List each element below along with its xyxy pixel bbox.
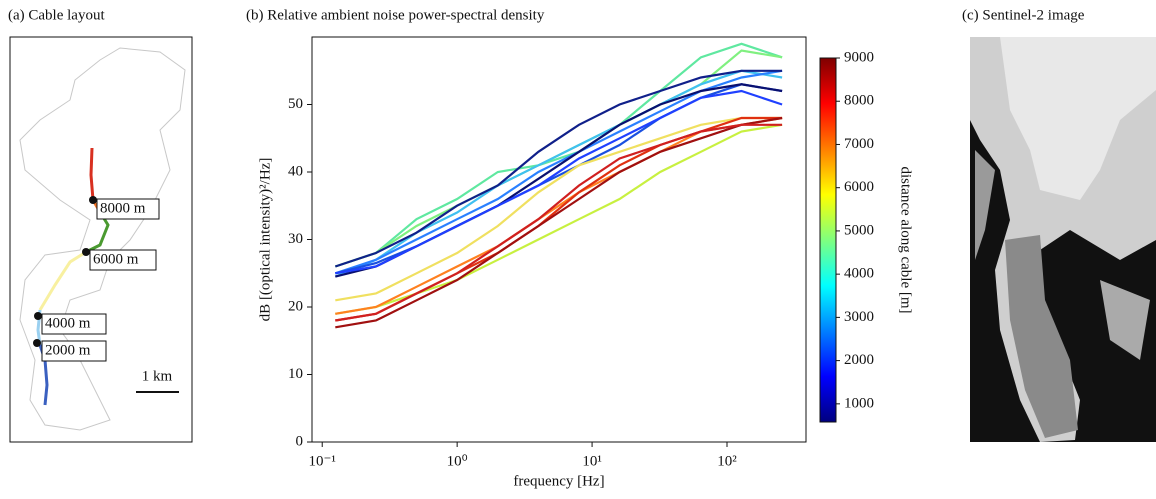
y-tick-label: 40 [288,163,303,179]
colorbar-tick-label: 1000 [844,395,874,411]
series-line [335,116,783,315]
satellite-image [970,37,1156,442]
glacier-outline [19,47,186,431]
distance-label: 8000 m [100,200,146,216]
colorbar-label: distance along cable [m] [898,166,914,313]
series-line [334,69,783,268]
distance-label: 6000 m [93,251,139,267]
y-tick-label: 20 [288,298,303,314]
colorbar-tick-label: 4000 [844,266,874,282]
panel-title: (c) Sentinel-2 image [962,7,1085,23]
label-box [41,340,107,362]
y-tick-label: 0 [296,433,304,449]
series-line [335,123,783,315]
x-axis-label: frequency [Hz] [513,473,604,489]
colorbar-tick-label: 7000 [844,136,874,152]
y-tick-label: 30 [288,231,303,247]
plot-frame [311,36,807,443]
colorbar-tick-label: 5000 [844,222,874,238]
label-box [96,198,160,220]
colorbar-tick-label: 9000 [844,49,874,65]
y-tick-label: 50 [288,96,303,112]
colorbar [819,57,837,423]
y-axis-label: dB [(optical intensity)²/Hz] [257,158,273,322]
x-tick-label: 10² [717,453,737,469]
y-tick-label: 10 [288,366,303,382]
chart-title: (b) Relative ambient noise power-spectra… [246,7,545,23]
scale-bar-label: 1 km [142,368,173,384]
colorbar-tick-label: 8000 [844,93,874,109]
cable [36,147,110,406]
x-tick-label: 10¹ [582,453,602,469]
distance-label: 2000 m [45,342,91,358]
series-line [334,69,783,275]
cable-markers [33,196,97,347]
series-line [335,89,783,275]
colorbar-tick-label: 3000 [844,309,874,325]
label-box [89,249,157,271]
series-line [335,123,783,322]
label-box [41,313,107,335]
panel-title: (a) Cable layout [8,7,105,23]
series-line [335,116,783,329]
distance-label: 4000 m [45,315,91,331]
map-frame [9,36,193,443]
colorbar-tick-label: 6000 [844,179,874,195]
x-tick-label: 10⁰ [447,453,468,469]
series-line [334,42,783,268]
series-line [335,116,783,302]
colorbar-tick-label: 2000 [844,352,874,368]
x-tick-label: 10⁻¹ [309,453,336,469]
series-line [335,116,783,322]
